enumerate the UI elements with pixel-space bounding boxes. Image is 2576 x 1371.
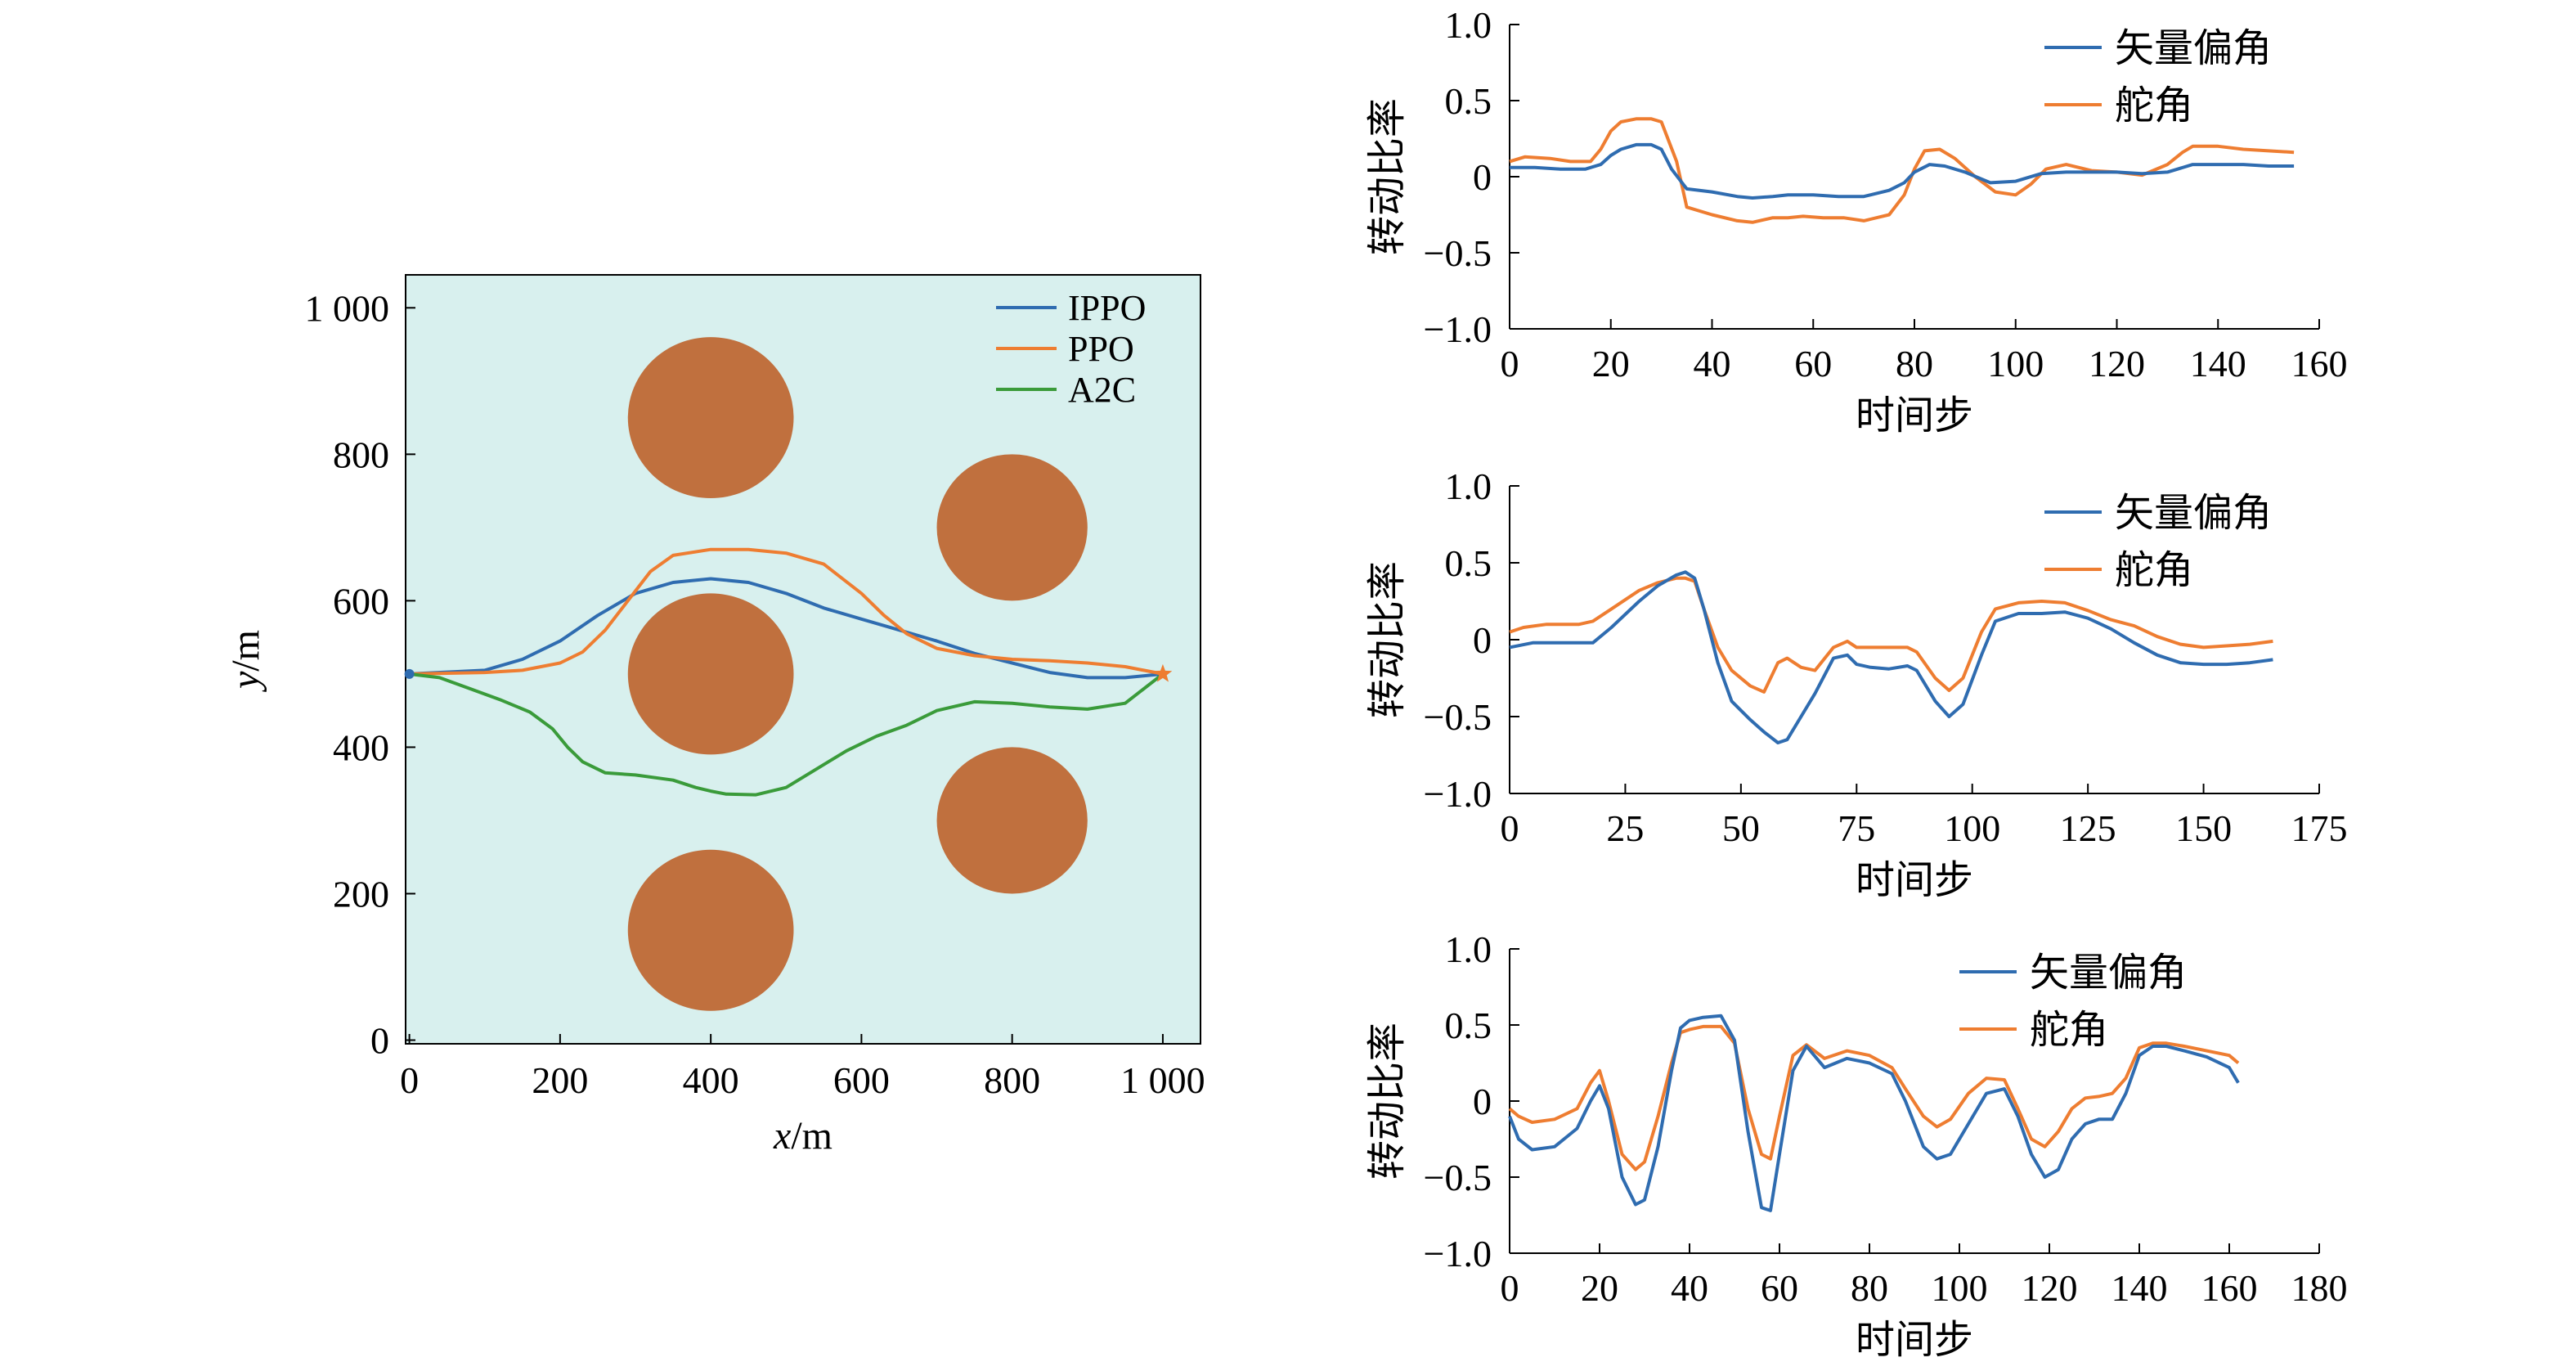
x-tick-label: 25 bbox=[1606, 807, 1644, 849]
x-tick-label: 600 bbox=[833, 1059, 890, 1101]
axis-label: 转动比率 bbox=[1364, 561, 1410, 718]
x-tick-label: 160 bbox=[2291, 343, 2348, 384]
series-line-rudder-angle bbox=[1509, 576, 2273, 694]
x-tick-label: 80 bbox=[1851, 1267, 1888, 1309]
legend-label: 矢量偏角 bbox=[2030, 950, 2187, 996]
y-tick-label: 0 bbox=[1473, 156, 1492, 198]
legend-label: 矢量偏角 bbox=[2115, 490, 2272, 536]
series-line-ppo bbox=[409, 547, 1164, 676]
x-tick-label: 0 bbox=[1501, 1267, 1519, 1309]
x-tick-label: 140 bbox=[2112, 1267, 2168, 1309]
y-tick-label: 1.0 bbox=[1445, 4, 1492, 46]
x-tick-label: 180 bbox=[2291, 1267, 2348, 1309]
y-tick-label: 600 bbox=[333, 580, 389, 622]
x-tick-label: 140 bbox=[2190, 343, 2246, 384]
series-line-vector-angle bbox=[1509, 570, 2273, 744]
x-tick-label: 50 bbox=[1722, 807, 1760, 849]
x-tick-label: 160 bbox=[2201, 1267, 2258, 1309]
x-tick-label: 800 bbox=[984, 1059, 1040, 1101]
y-tick-label: −1.0 bbox=[1424, 1233, 1492, 1274]
y-tick-label: 1.0 bbox=[1445, 465, 1492, 507]
y-tick-label: 400 bbox=[333, 726, 389, 768]
obstacle-4 bbox=[936, 454, 1088, 601]
y-tick-label: 0 bbox=[1473, 1081, 1492, 1122]
series-line-ippo bbox=[409, 577, 1164, 680]
axis-label: x/m bbox=[773, 1114, 832, 1157]
x-tick-label: 175 bbox=[2291, 807, 2348, 849]
x-tick-label: 60 bbox=[1761, 1267, 1798, 1309]
x-tick-label: 80 bbox=[1896, 343, 1933, 384]
y-tick-label: 0 bbox=[370, 1020, 389, 1062]
obstacle-5 bbox=[936, 747, 1088, 894]
series-line-rudder-angle bbox=[1508, 1024, 2240, 1171]
y-tick-label: 0.5 bbox=[1445, 1005, 1492, 1046]
y-tick-label: 0 bbox=[1473, 619, 1492, 661]
y-tick-label: −0.5 bbox=[1424, 232, 1492, 274]
legend-label: IPPO bbox=[1068, 288, 1146, 328]
trajectory-plot: 0 200 400 600 800 1 000 0 200 400 600 800 1 000 x/m y… bbox=[224, 274, 1205, 1157]
x-tick-label: 20 bbox=[1581, 1267, 1618, 1309]
x-tick-label: 100 bbox=[1944, 807, 2000, 849]
x-tick-label: 1 000 bbox=[1120, 1059, 1205, 1101]
x-tick-label: 0 bbox=[1501, 807, 1519, 849]
series-line-vector-angle bbox=[1508, 1014, 2240, 1212]
x-tick-label: 40 bbox=[1694, 343, 1731, 384]
obstacle-1 bbox=[627, 337, 794, 499]
x-tick-label: 0 bbox=[1501, 343, 1519, 384]
y-tick-label: 0.5 bbox=[1445, 80, 1492, 122]
y-tick-label: 1 000 bbox=[305, 287, 390, 329]
turn-ratio-plot-3: 1.00.50−0.5−1.00 20 40 60 80 100 120 140 160 180时… bbox=[1364, 928, 2348, 1363]
x-tick-label: 400 bbox=[683, 1059, 739, 1101]
y-tick-label: 0.5 bbox=[1445, 542, 1492, 584]
x-tick-label: 75 bbox=[1838, 807, 1875, 849]
axis-label: 时间步 bbox=[1856, 1317, 1973, 1363]
x-tick-label: 200 bbox=[532, 1059, 588, 1101]
y-tick-label: 800 bbox=[333, 434, 389, 475]
turn-ratio-plot-1: 1.00.50−0.5−1.00 20 40 60 80 100 120 140 160时间步转… bbox=[1364, 4, 2348, 438]
goal-marker bbox=[1153, 663, 1173, 682]
x-tick-label: 0 bbox=[400, 1059, 419, 1101]
legend-label: 舵角 bbox=[2030, 1007, 2108, 1053]
start-marker bbox=[404, 668, 415, 679]
x-tick-label: 125 bbox=[2060, 807, 2116, 849]
x-tick-label: 150 bbox=[2175, 807, 2232, 849]
turn-ratio-plot-2: 1.00.50−0.5−1.00 25 50 75 100 125 150 175时间步转动比… bbox=[1364, 465, 2348, 903]
axis-label: 转动比率 bbox=[1364, 1023, 1410, 1180]
y-tick-label: −1.0 bbox=[1424, 308, 1492, 350]
y-tick-label: −0.5 bbox=[1424, 1157, 1492, 1198]
x-tick-label: 100 bbox=[1932, 1267, 1988, 1309]
y-tick-label: −0.5 bbox=[1424, 696, 1492, 738]
x-tick-label: 60 bbox=[1794, 343, 1832, 384]
x-tick-label: 120 bbox=[2022, 1267, 2078, 1309]
series-line-a2c bbox=[409, 672, 1165, 797]
axis-label: 转动比率 bbox=[1364, 98, 1410, 255]
series-line-vector-angle bbox=[1510, 142, 2295, 200]
legend-label: PPO bbox=[1068, 329, 1134, 369]
y-tick-label: 1.0 bbox=[1445, 928, 1492, 970]
x-tick-label: 40 bbox=[1671, 1267, 1708, 1309]
plot-area bbox=[405, 274, 1201, 1045]
x-tick-label: 120 bbox=[2089, 343, 2145, 384]
obstacle-3 bbox=[627, 849, 794, 1011]
obstacle-2 bbox=[627, 593, 794, 755]
x-tick-label: 100 bbox=[1987, 343, 2044, 384]
axis-label: y/m bbox=[224, 630, 267, 693]
legend-label: 舵角 bbox=[2115, 547, 2193, 593]
legend-label: A2C bbox=[1068, 370, 1136, 410]
y-tick-label: 200 bbox=[333, 873, 389, 915]
axis-label: 时间步 bbox=[1856, 393, 1973, 438]
legend-label: 舵角 bbox=[2115, 83, 2193, 128]
axis-label: 时间步 bbox=[1856, 857, 1973, 903]
x-tick-label: 20 bbox=[1592, 343, 1630, 384]
y-tick-label: −1.0 bbox=[1424, 773, 1492, 815]
legend-label: 矢量偏角 bbox=[2115, 25, 2272, 71]
